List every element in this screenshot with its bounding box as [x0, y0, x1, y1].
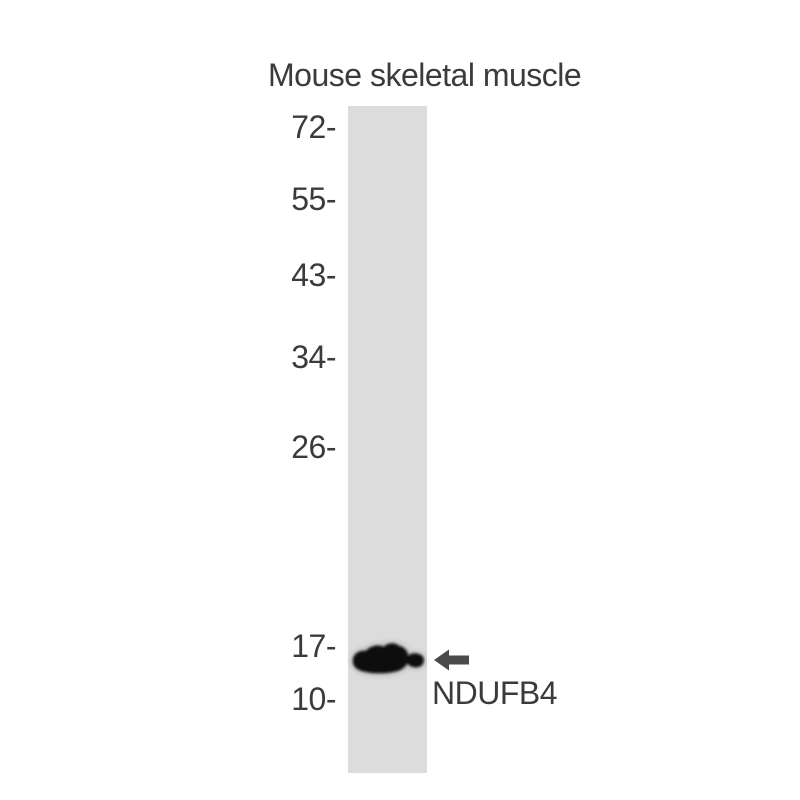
- mw-marker-label: 34-: [291, 339, 336, 375]
- mw-marker-label: 43-: [291, 257, 336, 293]
- mw-marker-label: 26-: [291, 429, 336, 465]
- mw-marker-label: 55-: [291, 181, 336, 217]
- left-arrow-icon: [434, 649, 469, 671]
- target-protein-label: NDUFB4: [432, 675, 558, 711]
- mw-marker-label: 10-: [291, 681, 336, 717]
- mw-markers: 72- 55- 43- 34- 26- 17- 10-: [240, 0, 336, 800]
- protein-band: [353, 643, 424, 674]
- sample-title: Mouse skeletal muscle: [268, 57, 582, 93]
- mw-marker-label: 72-: [291, 109, 336, 145]
- mw-marker-label: 17-: [291, 628, 336, 664]
